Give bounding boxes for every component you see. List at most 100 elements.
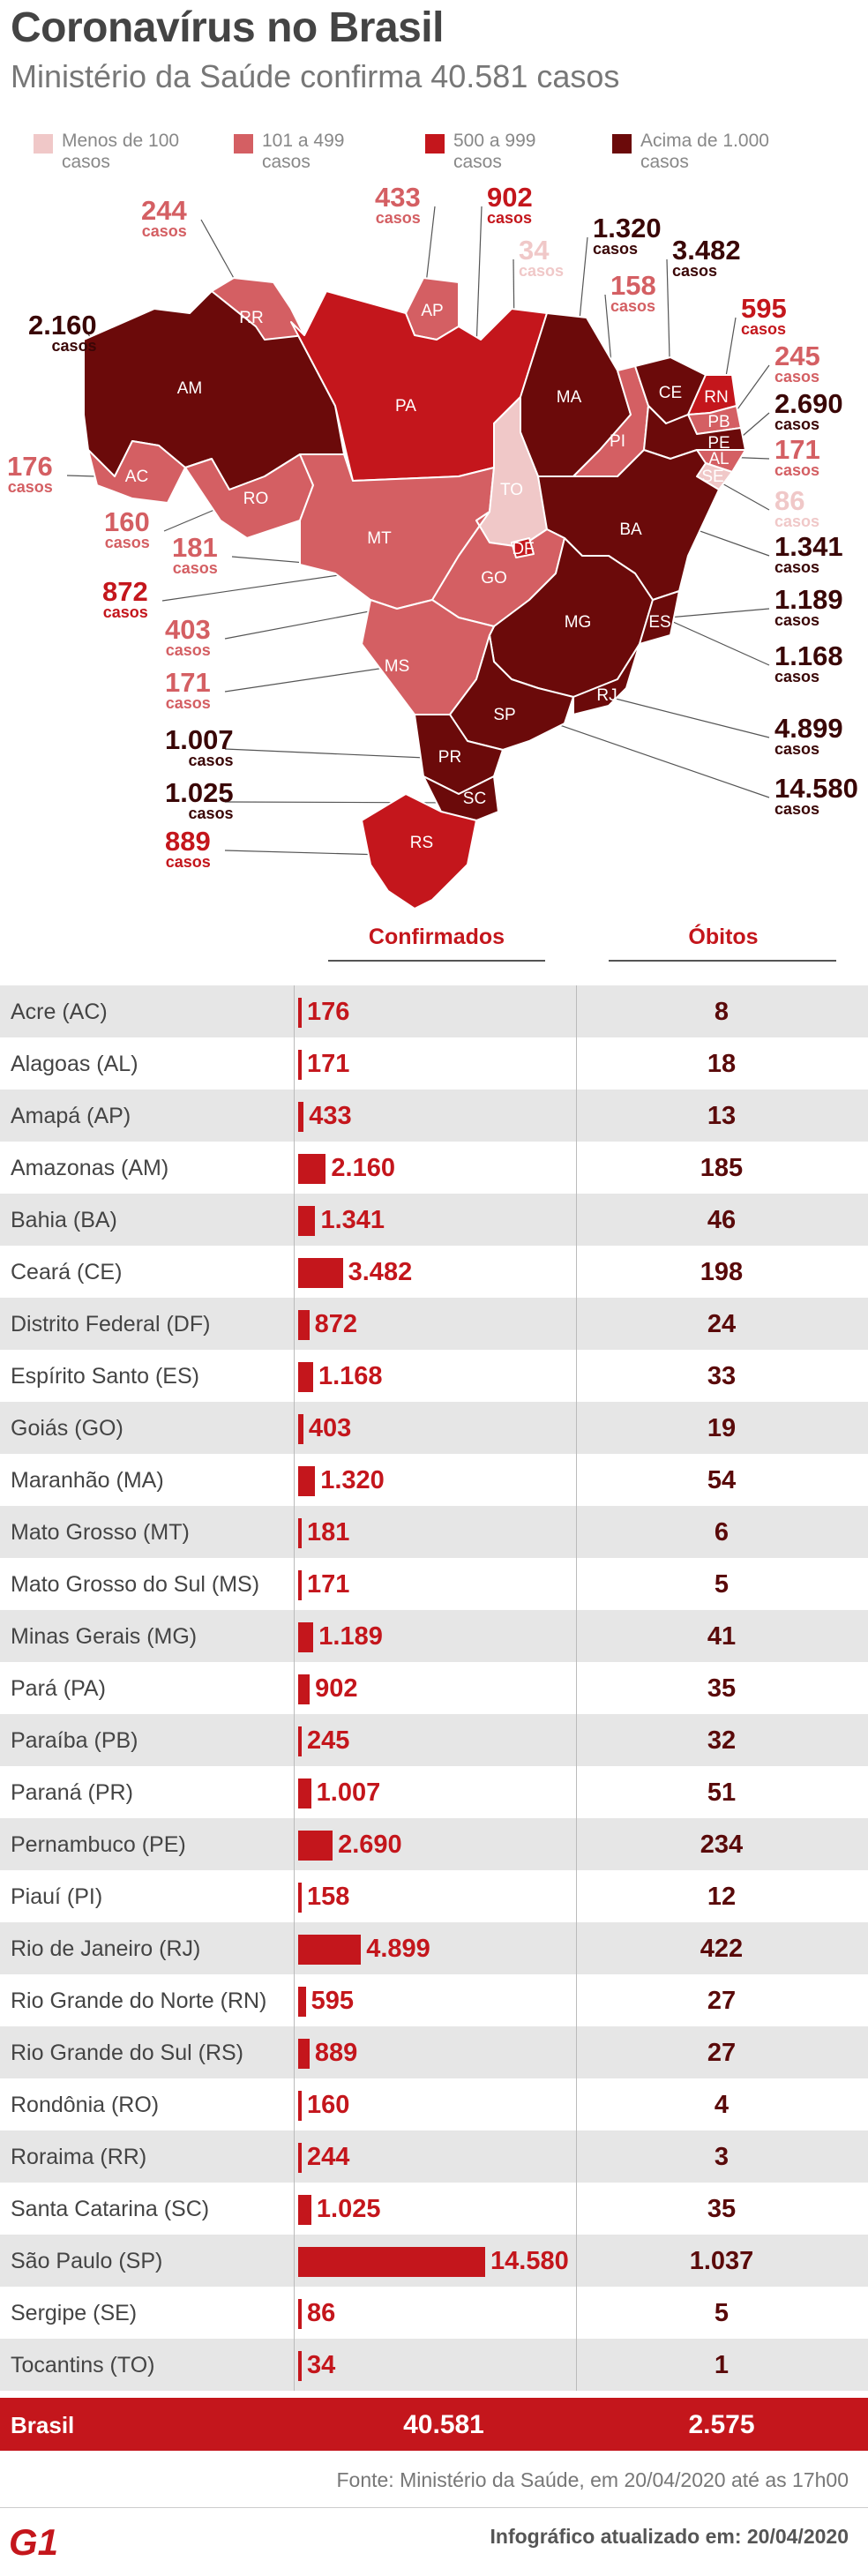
leader-line xyxy=(224,665,398,693)
column-divider xyxy=(576,2339,577,2391)
map-number-value: 181 xyxy=(172,532,218,563)
column-divider xyxy=(576,1506,577,1558)
confirmed-bar xyxy=(298,1414,303,1444)
map-number-value: 2.690 xyxy=(774,388,843,419)
state-name: Sergipe (SE) xyxy=(11,2301,138,2325)
map-number-unit: casos xyxy=(165,641,211,659)
column-divider xyxy=(294,2339,295,2391)
confirmed-bar xyxy=(298,1258,343,1288)
confirmed-value: 158 xyxy=(307,1883,350,1911)
map-number-unit: casos xyxy=(774,416,820,433)
deaths-value: 13 xyxy=(707,1102,737,1130)
confirmed-bar xyxy=(298,1466,316,1496)
footer-divider xyxy=(0,2507,868,2508)
confirmed-bar xyxy=(298,2351,302,2381)
state-code-to: TO xyxy=(500,481,523,499)
confirmed-bar xyxy=(298,2039,310,2069)
map-number-df: 872 casos xyxy=(102,578,148,620)
column-divider xyxy=(576,2235,577,2287)
state-code-ro: RO xyxy=(243,490,269,508)
state-name: Mato Grosso do Sul (MS) xyxy=(11,1572,260,1597)
column-divider xyxy=(294,1194,295,1246)
legend: Menos de 100 casos 101 a 499 casos 500 a… xyxy=(0,131,868,183)
map-number-unit: casos xyxy=(774,558,820,576)
table-row: Goiás (GO) 403 19 xyxy=(0,1402,868,1454)
column-divider xyxy=(576,1922,577,1974)
deaths-value: 1.037 xyxy=(689,2247,754,2275)
column-divider xyxy=(576,1974,577,2026)
table-row: Amapá (AP) 433 13 xyxy=(0,1090,868,1142)
state-code-ma: MA xyxy=(557,388,582,407)
deaths-value: 12 xyxy=(707,1883,737,1911)
column-divider xyxy=(576,1142,577,1194)
column-divider xyxy=(576,1350,577,1402)
column-divider xyxy=(294,2287,295,2339)
state-name: Espírito Santo (ES) xyxy=(11,1364,199,1389)
map-number-am: 2.160 casos xyxy=(28,311,97,354)
state-name: Alagoas (AL) xyxy=(11,1052,138,1076)
map-number-ma: 1.320 casos xyxy=(593,214,662,257)
confirmed-value: 403 xyxy=(308,1414,352,1442)
state-name: Distrito Federal (DF) xyxy=(11,1312,211,1337)
map-number-unit: casos xyxy=(172,559,218,577)
header-confirmed-underline xyxy=(328,960,545,962)
map-number-pa: 902 casos xyxy=(487,183,533,226)
map-number-value: 433 xyxy=(375,182,421,213)
state-name: Pernambuco (PE) xyxy=(11,1832,186,1857)
map-number-value: 171 xyxy=(165,667,211,698)
table-row: Rio Grande do Norte (RN) 595 27 xyxy=(0,1974,868,2026)
column-divider xyxy=(576,1662,577,1714)
deaths-value: 27 xyxy=(707,1987,737,2015)
column-divider xyxy=(576,1298,577,1350)
map-number-rs: 889 casos xyxy=(165,827,211,870)
confirmed-value: 1.189 xyxy=(318,1622,383,1651)
legend-label: Acima de 1.000 casos xyxy=(640,131,769,172)
state-name: Maranhão (MA) xyxy=(11,1468,164,1493)
map-number-al: 171 casos xyxy=(774,436,820,478)
state-code-pe: PE xyxy=(707,434,730,453)
deaths-value: 185 xyxy=(700,1154,744,1182)
map-number-unit: casos xyxy=(104,534,150,551)
map-number-unit: casos xyxy=(774,668,820,685)
legend-label: 101 a 499 casos xyxy=(262,131,345,172)
column-divider xyxy=(576,1454,577,1506)
confirmed-bar xyxy=(298,2299,302,2329)
state-name: Acre (AC) xyxy=(11,1000,108,1024)
column-divider xyxy=(576,2078,577,2130)
deaths-value: 35 xyxy=(707,2195,737,2223)
legend-label: 500 a 999 casos xyxy=(453,131,536,172)
map-number-value: 889 xyxy=(165,826,211,857)
state-code-pa: PA xyxy=(395,397,416,416)
column-divider xyxy=(294,2026,295,2078)
deaths-value: 18 xyxy=(707,1050,737,1078)
state-code-sp: SP xyxy=(493,706,515,724)
map-number-value: 171 xyxy=(774,434,820,465)
confirmed-value: 1.168 xyxy=(318,1362,383,1390)
legend-item-lt100: Menos de 100 casos xyxy=(34,131,194,173)
map-number-value: 2.160 xyxy=(28,310,97,341)
confirmed-value: 595 xyxy=(311,1987,355,2015)
state-rj xyxy=(572,643,640,715)
state-es xyxy=(639,590,680,645)
deaths-value: 19 xyxy=(707,1414,737,1442)
confirmed-bar xyxy=(298,1154,326,1184)
table-row: Maranhão (MA) 1.320 54 xyxy=(0,1454,868,1506)
table-row: Pernambuco (PE) 2.690 234 xyxy=(0,1818,868,1870)
map-number-rr: 244 casos xyxy=(141,197,187,239)
table-row: Minas Gerais (MG) 1.189 41 xyxy=(0,1610,868,1662)
map-number-es: 1.168 casos xyxy=(774,642,843,685)
legend-swatch xyxy=(612,134,632,154)
map-number-go: 403 casos xyxy=(165,616,211,658)
confirmed-bar xyxy=(298,1674,311,1704)
confirmed-value: 245 xyxy=(307,1726,350,1755)
state-table: Acre (AC) 176 8 Alagoas (AL) 171 18 Amapá (AP)… xyxy=(0,985,868,2391)
column-divider xyxy=(576,1714,577,1766)
table-row: Distrito Federal (DF) 872 24 xyxy=(0,1298,868,1350)
column-divider xyxy=(576,1402,577,1454)
deaths-value: 27 xyxy=(707,2039,737,2067)
map-number-value: 1.189 xyxy=(774,584,843,615)
state-name: Mato Grosso (MT) xyxy=(11,1520,190,1545)
map-number-value: 403 xyxy=(165,614,211,645)
state-code-ba: BA xyxy=(619,520,642,539)
